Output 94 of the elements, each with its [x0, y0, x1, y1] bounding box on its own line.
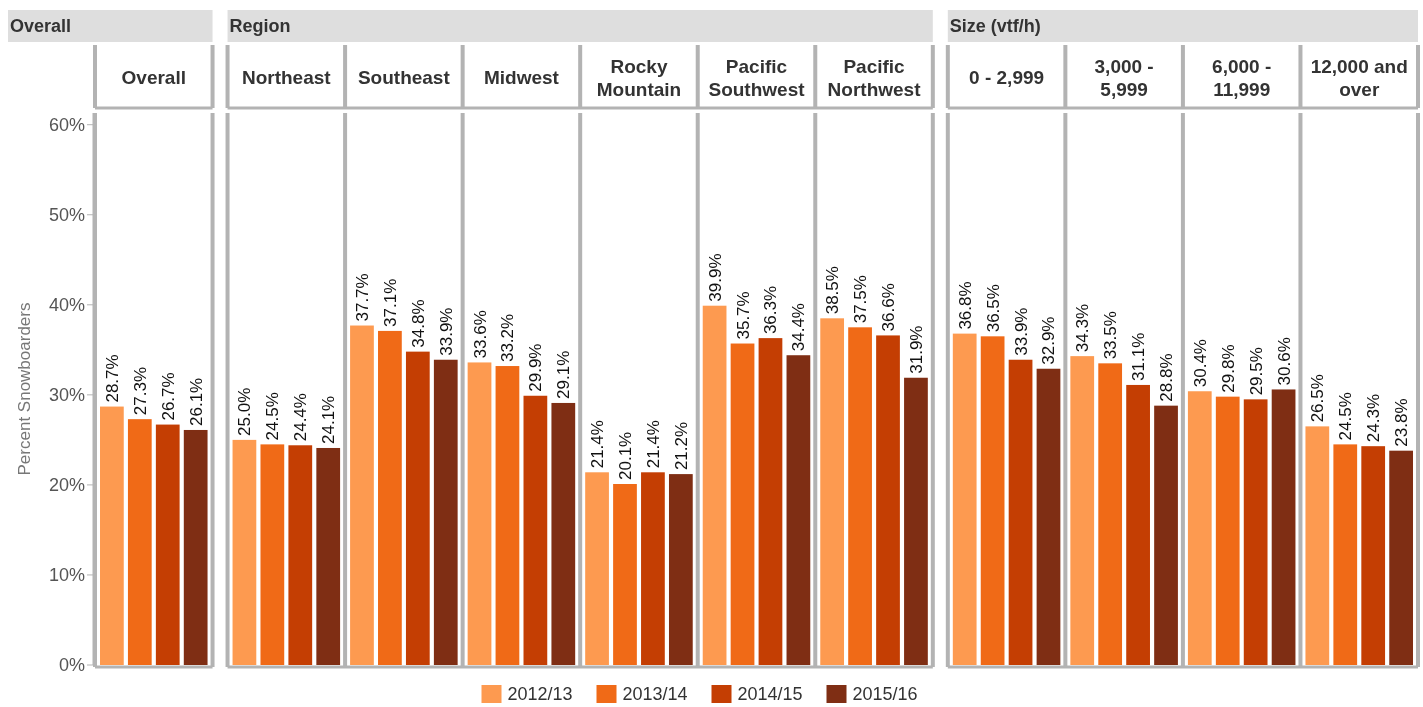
data-label: 33.2%: [498, 313, 518, 363]
data-label: 36.5%: [983, 284, 1003, 333]
bar: [641, 472, 665, 665]
bar: [848, 327, 872, 665]
data-label: 24.1%: [319, 395, 339, 444]
bar: [1243, 399, 1268, 665]
x-tick-label: Overall: [121, 67, 186, 88]
data-label: 24.5%: [1336, 392, 1356, 441]
x-tick-label: Rocky Mountain: [596, 55, 682, 100]
data-label: 33.6%: [470, 310, 490, 359]
data-label: 26.7%: [158, 372, 178, 421]
y-tick-label: 20%: [48, 475, 85, 496]
x-tick-label: Pacific Southwest: [708, 55, 806, 100]
data-label: 29.1%: [554, 350, 574, 399]
bar: [1361, 446, 1386, 665]
y-tick-label: 10%: [48, 565, 85, 586]
chart-title: Region: [229, 16, 291, 36]
data-label: 36.3%: [761, 285, 781, 335]
data-label: 33.9%: [436, 307, 456, 356]
legend-label: 2015/16: [852, 684, 918, 704]
data-label: 37.1%: [380, 278, 400, 327]
x-tick-label: 12,000 and over: [1310, 55, 1408, 100]
x-tick-label: 3,000 - 5,999: [1094, 55, 1154, 100]
y-tick-label: 0%: [58, 655, 85, 676]
data-label: 33.5%: [1101, 311, 1121, 360]
bar: [613, 484, 637, 665]
y-axis-title: Percent Snowboarders: [15, 302, 34, 476]
data-label: 34.4%: [789, 303, 809, 352]
data-label: 24.4%: [291, 393, 311, 442]
data-label: 29.9%: [526, 343, 546, 392]
data-label: 30.4%: [1190, 339, 1210, 388]
data-label: 24.5%: [263, 392, 283, 441]
data-label: 36.6%: [879, 283, 899, 332]
bar: [1215, 396, 1240, 665]
legend-label: 2014/15: [737, 684, 803, 704]
data-label: 23.8%: [1392, 398, 1412, 447]
data-label: 32.9%: [1039, 316, 1059, 365]
chart-title: Overall: [10, 16, 72, 36]
y-tick-label: 50%: [48, 205, 85, 226]
data-label: 37.5%: [851, 275, 871, 324]
data-label: 28.8%: [1157, 353, 1177, 402]
bar: [876, 335, 900, 665]
bar: [155, 424, 180, 665]
bar: [495, 366, 520, 665]
x-tick-label: 0 - 2,999: [969, 67, 1045, 88]
bar: [1098, 363, 1123, 665]
x-tick-label: 6,000 - 11,999: [1212, 55, 1272, 100]
legend-label: 2013/14: [622, 684, 688, 704]
x-tick-label: Northeast: [241, 67, 332, 88]
bar: [980, 336, 1005, 665]
bar: [288, 445, 313, 665]
bar: [730, 343, 755, 665]
data-label: 38.5%: [823, 266, 843, 315]
bar: [758, 338, 783, 665]
data-label: 21.4%: [643, 420, 663, 469]
data-label: 30.6%: [1274, 337, 1294, 386]
bar: [127, 419, 152, 665]
bar: [100, 406, 124, 665]
data-label: 33.9%: [1011, 307, 1031, 356]
data-label: 21.4%: [588, 420, 608, 469]
bar: [1008, 359, 1033, 665]
bar: [1389, 450, 1413, 665]
data-label: 35.7%: [733, 291, 753, 340]
data-label: 25.0%: [235, 387, 255, 436]
data-label: 34.8%: [408, 299, 428, 348]
data-label: 20.1%: [615, 431, 635, 480]
bar: [405, 351, 430, 665]
data-label: 26.5%: [1308, 374, 1328, 423]
data-label: 26.1%: [186, 377, 206, 426]
bar: [260, 444, 285, 665]
chart-title: Size (vtf/h): [949, 16, 1041, 36]
x-tick-label: Pacific Northwest: [827, 55, 922, 100]
bar: [523, 395, 548, 665]
bar: [378, 330, 402, 665]
y-tick-label: 60%: [48, 115, 85, 136]
data-label: 31.9%: [906, 325, 926, 374]
y-tick-label: 30%: [48, 385, 85, 406]
data-label: 28.7%: [102, 354, 122, 403]
data-label: 34.3%: [1073, 303, 1093, 353]
data-label: 27.3%: [130, 366, 150, 416]
y-tick-label: 40%: [48, 295, 85, 316]
data-label: 36.8%: [955, 281, 975, 330]
x-tick-label: Midwest: [483, 67, 560, 88]
data-label: 21.2%: [671, 421, 691, 471]
data-label: 24.3%: [1364, 393, 1384, 443]
data-label: 29.5%: [1246, 347, 1266, 396]
data-label: 39.9%: [705, 253, 725, 302]
bar: [1126, 384, 1150, 665]
legend-label: 2012/13: [507, 684, 573, 704]
data-label: 29.8%: [1218, 344, 1238, 393]
data-label: 31.1%: [1129, 332, 1149, 381]
bar: [1333, 444, 1358, 665]
x-tick-label: Southeast: [357, 67, 451, 88]
data-label: 37.7%: [352, 273, 372, 322]
